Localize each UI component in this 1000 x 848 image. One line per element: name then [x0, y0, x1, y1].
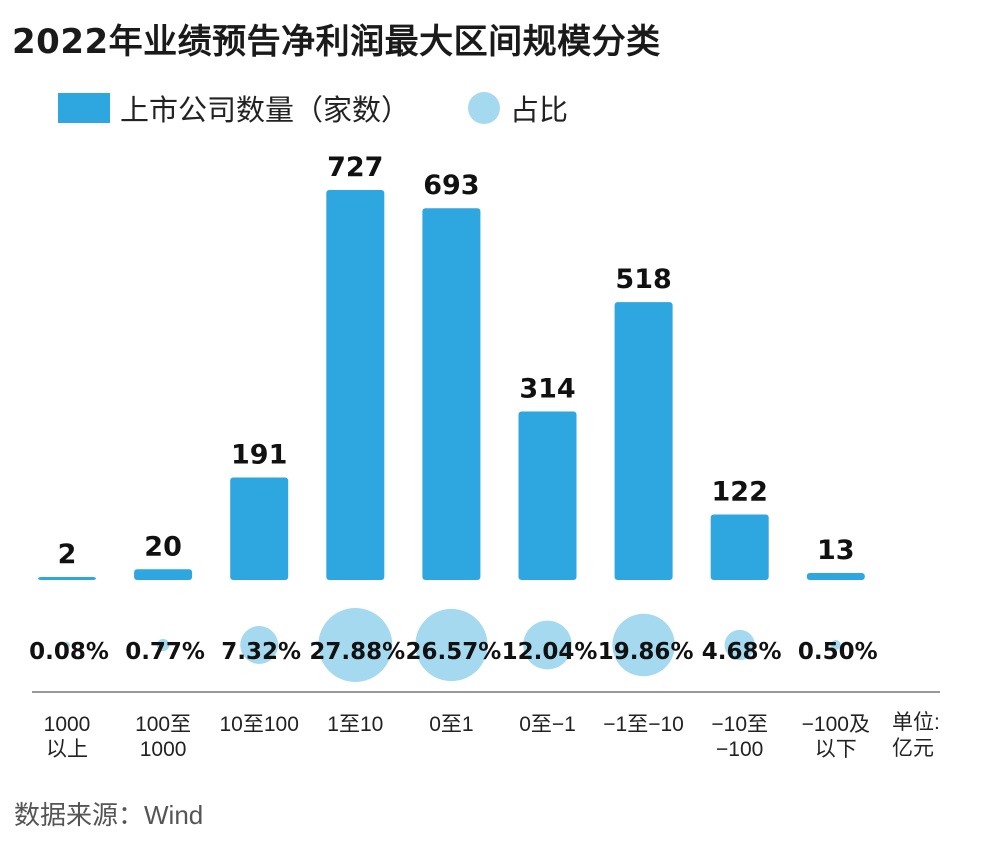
unit-label-line-1: 单位: [892, 711, 940, 734]
legend: 上市公司数量（家数） 占比 [58, 86, 626, 130]
bar-value-label: 693 [423, 170, 479, 201]
category-label: −100及 [802, 713, 870, 736]
share-bubble [64, 642, 70, 648]
share-label: 0.77% [125, 639, 205, 665]
share-label: 0.50% [798, 639, 878, 665]
bar [326, 190, 385, 580]
legend-item-count: 上市公司数量（家数） [58, 87, 410, 129]
share-bubble [612, 613, 675, 677]
category-label: 100至 [135, 713, 191, 736]
bar-value-label: 518 [615, 264, 671, 295]
share-bubble [830, 640, 841, 650]
share-label: 7.32% [221, 639, 301, 665]
bar-value-label: 13 [817, 535, 855, 566]
share-bubble [724, 629, 755, 661]
share-label: 26.57% [406, 639, 502, 665]
share-label: 12.04% [502, 639, 598, 665]
category-label: 10至100 [219, 713, 298, 736]
share-bubble [523, 620, 572, 670]
bar [518, 411, 577, 580]
bar [422, 208, 481, 581]
share-bubble [240, 626, 279, 664]
legend-item-share: 占比 [468, 87, 568, 129]
bar [710, 514, 769, 580]
source-note: 数据来源：Wind [14, 800, 204, 830]
unit-label-line-2: 亿元 [892, 737, 934, 760]
share-label: 27.88% [309, 639, 405, 665]
legend-count-label: 上市公司数量（家数） [120, 93, 411, 127]
category-label: 以下 [815, 738, 857, 761]
category-label: 以上 [46, 738, 88, 761]
category-label: 1000 [140, 738, 187, 761]
category-label: 0至−1 [519, 713, 576, 736]
category-label: −1至−10 [603, 713, 684, 736]
category-label: −10至 [711, 713, 768, 736]
bar-value-label: 191 [231, 440, 287, 471]
bar-value-label: 122 [712, 477, 768, 508]
legend-share-label: 占比 [510, 93, 569, 127]
share-bubble [415, 608, 488, 682]
bar [38, 577, 96, 580]
bar [230, 477, 289, 580]
bar-value-label: 314 [519, 374, 575, 405]
share-label: 0.08% [29, 639, 109, 665]
bar-value-label: 20 [144, 531, 182, 562]
bar [806, 573, 865, 580]
share-bubble [318, 608, 393, 682]
bar [134, 569, 193, 580]
share-label: 4.68% [702, 639, 782, 665]
category-label: 1至10 [327, 713, 383, 736]
category-label: −100 [716, 738, 763, 761]
bar-value-label: 2 [58, 539, 77, 570]
bar [614, 302, 673, 580]
unit-label: 单位: 亿元 [892, 710, 952, 762]
share-label: 19.86% [598, 639, 694, 665]
legend-bar-swatch [58, 93, 110, 123]
bar-value-label: 727 [327, 152, 383, 183]
share-bubble [156, 638, 170, 652]
legend-dot-swatch [468, 92, 501, 124]
category-label: 0至1 [429, 713, 473, 736]
category-label: 1000 [44, 713, 91, 736]
chart-title: 2022年业绩预告净利润最大区间规模分类 [12, 22, 661, 62]
